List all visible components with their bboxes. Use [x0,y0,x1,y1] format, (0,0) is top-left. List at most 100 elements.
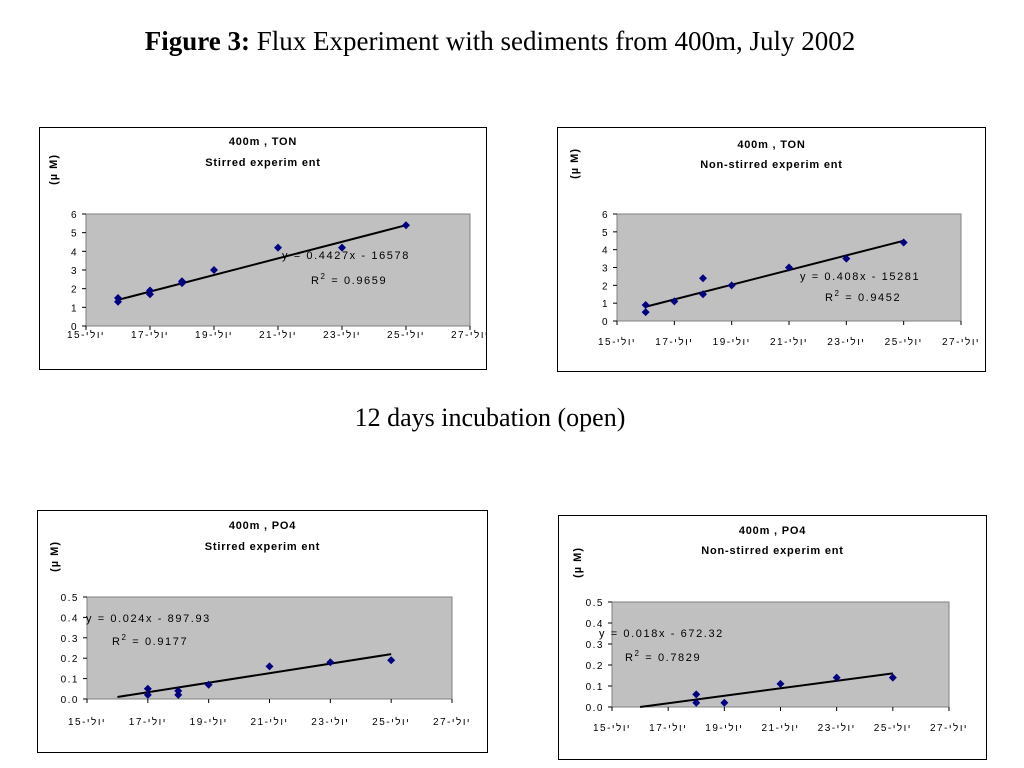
x-tick-label: 21-יולי [761,722,799,734]
trend-equation: y = 0.018x - 672.32 [599,628,724,640]
x-tick-label: 15-יולי [67,329,105,341]
data-point [670,297,679,306]
data-point [174,686,183,695]
chart-subtitle: Non-stirred experim ent [700,159,842,171]
plot-area [86,596,453,700]
x-tick-label: 19-יולי [713,336,751,348]
trendline [117,224,407,301]
x-tick-label: 25-יולי [874,722,912,734]
data-point [274,243,282,252]
data-point [402,221,410,230]
y-tick-label: 2 [71,285,78,296]
data-point [776,679,785,688]
x-tick-label: 15-יולי [68,716,106,728]
y-tick-label: 0.0 [586,703,604,714]
y-tick-label: 0 [602,317,609,328]
data-point [692,690,701,699]
r-squared-label: R2 = 0.7829 [625,649,701,664]
x-tick-label: 27-יולי [451,329,486,341]
data-point [641,300,650,309]
x-tick-label: 27-יולי [942,336,980,348]
y-tick-label: 0.2 [61,654,79,665]
data-point [326,658,335,667]
y-tick-label: 5 [71,229,78,240]
chart-svg: 400m , TON Non-stirred experim ent (µ M) 0 1… [569,139,980,348]
x-tick-label: 17-יולי [129,716,167,728]
y-tick-label: 6 [71,210,78,221]
chart-svg: 400m , TON Stirred experim ent (µ M) 0 1 2 3 4 5… [48,136,486,341]
x-tick-label: 27-יולי [930,722,968,734]
chart-subtitle: Stirred experim ent [205,541,320,553]
chart-svg: 400m , PO4 Non-stirred experim ent (µ M) 0.… [572,525,968,734]
trend-equation: y = 0.408x - 15281 [800,271,920,283]
data-point [888,673,897,682]
r-squared-label: R2 = 0.9177 [112,633,188,648]
data-point [146,286,154,295]
x-tick-label: 25-יולי [885,336,923,348]
data-point [727,281,736,290]
data-point [265,662,274,671]
y-axis-label: (µ M) [49,541,61,572]
chart-subtitle: Stirred experim ent [205,157,320,169]
x-tick-label: 21-יולי [259,329,297,341]
data-point [641,308,650,317]
x-tick-label: 23-יולי [323,329,361,341]
y-tick-label: 3 [602,264,609,275]
slide-title-bold: Figure 3: [144,26,250,56]
x-tick-label: 21-יולי [770,336,808,348]
data-point [842,254,851,263]
y-tick-label: 0.1 [586,682,604,693]
y-tick-label: 2 [602,281,609,292]
chart-po4-stirred: 400m , PO4 Stirred experim ent (µ M) 0.0 0.1… [37,510,488,753]
r-squared-label: R2 = 0.9452 [825,289,901,304]
x-tick-label: 25-יולי [387,329,425,341]
y-tick-label: 0.1 [61,675,79,686]
data-point [178,277,186,286]
y-tick-label: 0 [71,322,78,333]
data-point [338,243,346,252]
data-point [174,690,183,699]
data-point [143,690,152,699]
incubation-caption: 12 days incubation (open) [354,403,626,432]
x-tick-label: 19-יולי [190,716,228,728]
x-tick-label: 15-יולי [598,336,636,348]
y-tick-label: 0.5 [586,598,604,609]
y-tick-label: 0.3 [586,640,604,651]
chart-ton-stirred: 400m , TON Stirred experim ent (µ M) 0 1 2 3 4 5… [39,127,487,370]
data-point [832,673,841,682]
y-tick-label: 1 [602,299,609,310]
x-tick-label: 23-יולי [827,336,865,348]
y-tick-label: 4 [71,247,78,258]
x-tick-label: 15-יולי [593,722,631,734]
chart-title: 400m , PO4 [739,525,806,537]
y-tick-label: 4 [602,246,609,257]
slide-title: Figure 3: Flux Experiment with sediments… [0,26,1000,57]
x-tick-label: 27-יולי [433,716,471,728]
data-point [692,698,701,707]
chart-title: 400m , PO4 [229,520,296,532]
chart-svg: 400m , PO4 Stirred experim ent (µ M) 0.0 0.1… [49,520,471,728]
x-tick-label: 23-יולי [311,716,349,728]
x-tick-label: 17-יולי [649,722,687,734]
y-tick-label: 0.4 [586,619,604,630]
data-point [210,266,218,274]
trendline [645,239,904,308]
plot-area [611,601,950,708]
slide-title-rest: Flux Experiment with sediments from 400m… [250,26,856,56]
data-point [785,263,793,272]
trend-equation: y = 0.024x - 897.93 [86,613,211,625]
x-tick-label: 19-יולי [195,329,233,341]
x-tick-label: 17-יולי [655,336,693,348]
chart-ton-nonstirred: 400m , TON Non-stirred experim ent (µ M) 0 1… [557,127,986,372]
y-tick-label: 0.2 [586,661,604,672]
trendline [117,653,392,698]
x-tick-label: 21-יולי [250,716,288,728]
data-point [114,294,122,302]
y-axis-label: (µ M) [48,154,60,185]
y-tick-label: 3 [71,266,78,277]
trendline [639,672,893,708]
y-tick-label: 0.3 [61,634,79,645]
y-tick-label: 1 [71,303,78,314]
data-point [699,274,707,283]
plot-area [85,213,471,327]
